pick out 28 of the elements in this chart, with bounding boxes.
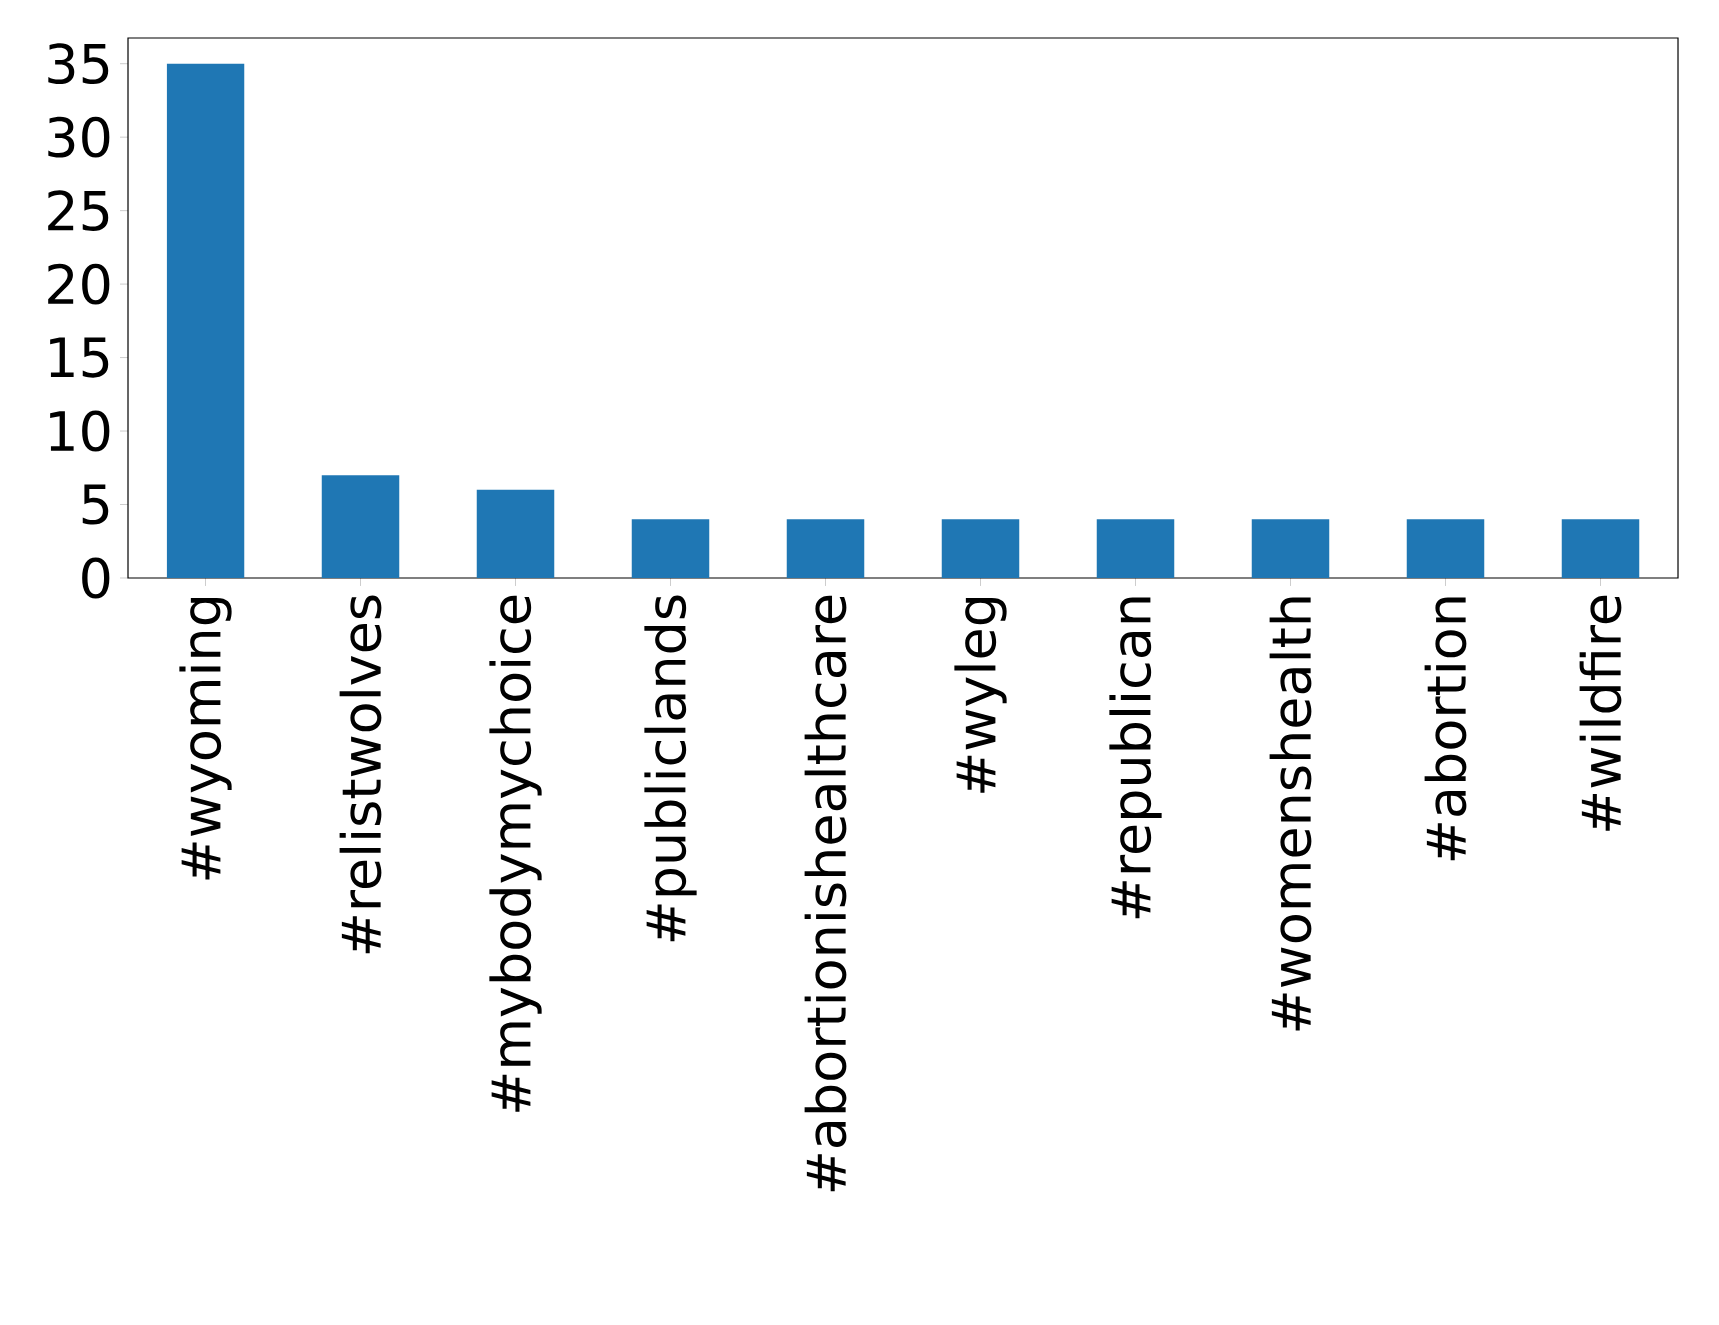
x-tick-label: #mybodymychoice xyxy=(489,595,542,1112)
bar xyxy=(631,519,710,578)
y-tick-label: 20 xyxy=(48,263,110,305)
bar xyxy=(1561,519,1640,578)
x-tick-label: #publiclands xyxy=(644,595,697,942)
x-tick-label: #wildfire xyxy=(1579,595,1622,831)
y-tick-label: 10 xyxy=(50,410,110,452)
x-tick-label: #republican xyxy=(1109,597,1162,919)
x-tick-label: #abortion xyxy=(1424,597,1467,861)
bar xyxy=(786,519,865,578)
x-tick-label: #abortionishealthcare xyxy=(804,595,847,1192)
x-tick-label: #wyleg xyxy=(954,597,1007,793)
bar xyxy=(941,519,1020,578)
x-tick-label: #womenshealth xyxy=(1269,597,1312,1031)
bar xyxy=(476,489,555,578)
y-tick-label: 5 xyxy=(82,484,109,525)
bar xyxy=(1251,519,1330,578)
x-tick-label: #relistwolves xyxy=(339,595,382,954)
bar xyxy=(166,63,245,578)
bar xyxy=(321,475,400,578)
bar xyxy=(1406,519,1485,578)
y-tick-label: 25 xyxy=(48,190,109,232)
y-tick-label: 30 xyxy=(48,116,110,158)
y-tick-label: 0 xyxy=(82,557,110,599)
bar xyxy=(1096,519,1175,578)
y-tick-label: 35 xyxy=(48,43,109,85)
x-tick-label: #wyoming xyxy=(179,597,232,880)
y-tick-label: 15 xyxy=(50,337,109,378)
